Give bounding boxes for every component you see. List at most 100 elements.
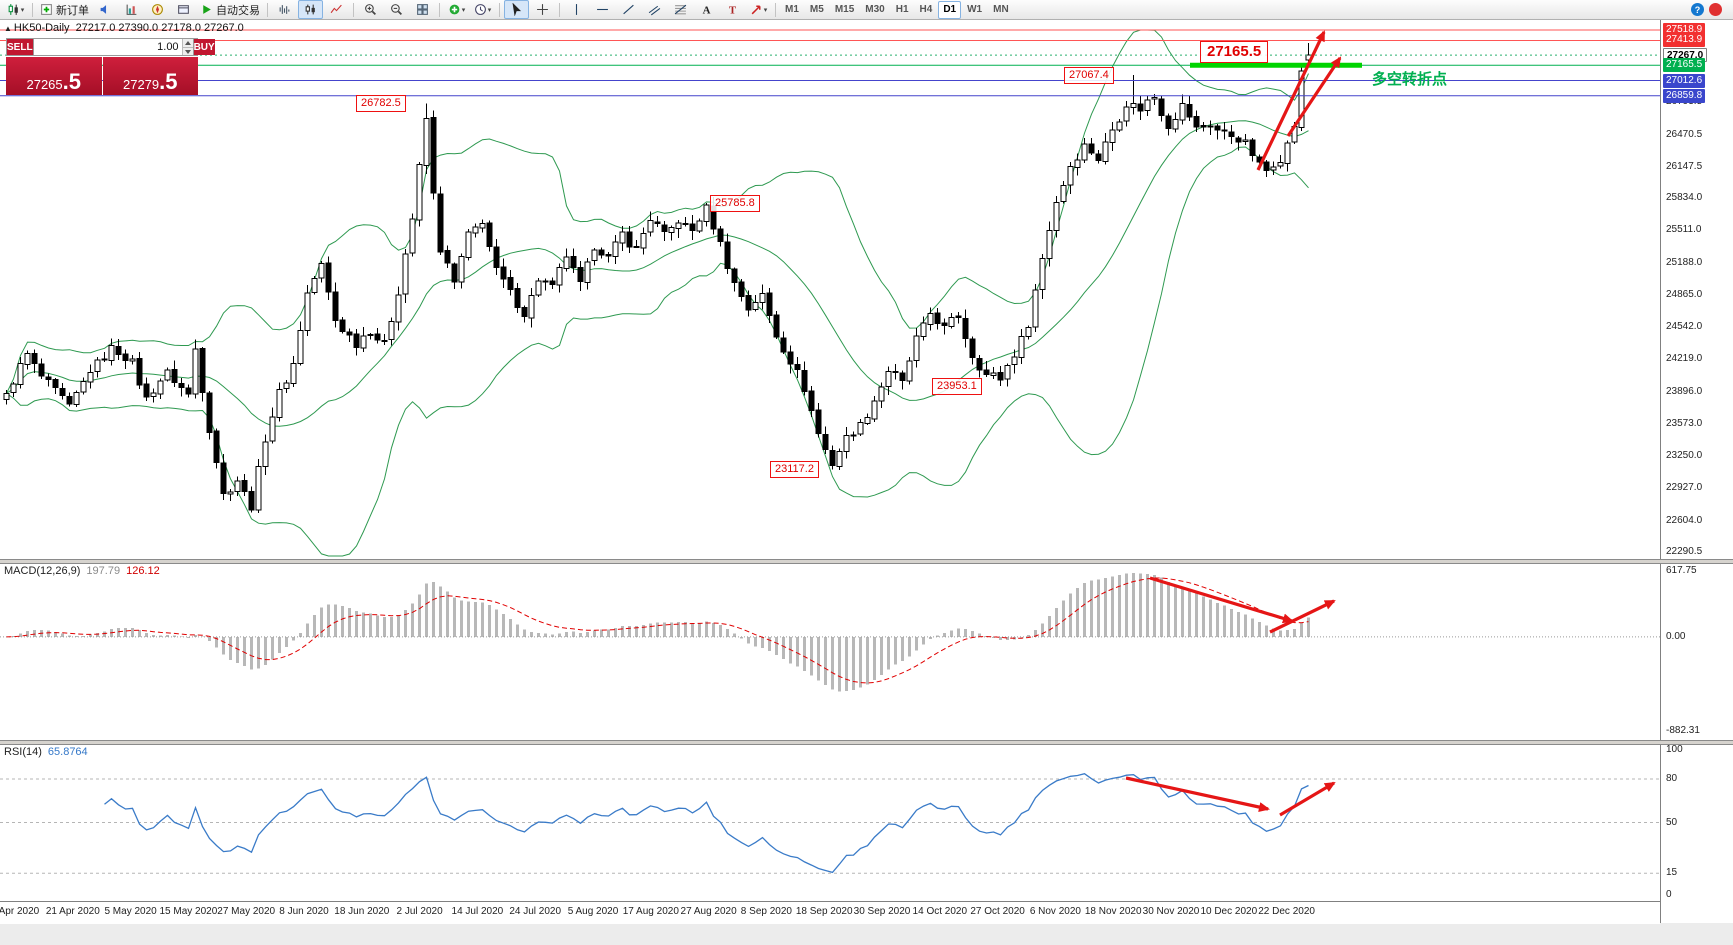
trend-arrow[interactable] bbox=[1256, 30, 1326, 171]
arrows-icon[interactable]: ▾ bbox=[746, 0, 771, 19]
trend-arrow[interactable] bbox=[1125, 776, 1270, 812]
buy-tab[interactable]: BUY bbox=[193, 39, 215, 55]
time-tick: 5 May 2020 bbox=[104, 906, 157, 917]
periods-icon[interactable]: ▾ bbox=[470, 0, 495, 19]
candle-chart-icon[interactable] bbox=[298, 0, 323, 19]
toolbar-items: ▾ 新订单 自动交易 ▾ ▾ A T ▾ M1 M5 M15 M30 H1 H4 D1 W1 MN bbox=[3, 0, 1014, 19]
timeframe-h4[interactable]: H4 bbox=[919, 4, 933, 15]
sell-price-frac: .5 bbox=[62, 69, 81, 94]
time-tick: 17 Aug 2020 bbox=[622, 906, 679, 917]
price-axis[interactable]: 26793.526470.526147.525834.025511.025188… bbox=[1660, 20, 1733, 923]
pane-separator[interactable] bbox=[0, 740, 1733, 745]
alerts-icon[interactable] bbox=[93, 0, 118, 19]
rsi-label: RSI(14) 65.8764 bbox=[4, 746, 88, 758]
bollinger-bands bbox=[6, 29, 1309, 557]
price-tag: 26859.8 bbox=[1663, 88, 1706, 103]
time-tick: 30 Nov 2020 bbox=[1142, 906, 1200, 917]
buy-button[interactable]: 27279.5 bbox=[102, 57, 198, 95]
svg-text:A: A bbox=[703, 4, 711, 16]
fibonacci-icon[interactable] bbox=[668, 0, 693, 19]
axis-tick: 23573.0 bbox=[1666, 417, 1703, 429]
one-click-trading-panel: SELL BUY 27265.5 27279.5 bbox=[6, 38, 215, 95]
rsi-line bbox=[104, 772, 1309, 874]
toolbar-button-label: 新订单 bbox=[56, 4, 89, 17]
axis-tick: 80 bbox=[1666, 773, 1678, 784]
timeframe-h1[interactable]: H1 bbox=[895, 4, 909, 15]
axis-tick: 26470.5 bbox=[1666, 128, 1703, 140]
chevron-down-icon: ▾ bbox=[20, 6, 25, 14]
bar-chart-icon[interactable] bbox=[272, 0, 297, 19]
navigator-icon[interactable] bbox=[145, 0, 170, 19]
horizontal-line-icon[interactable] bbox=[590, 0, 615, 19]
tile-windows-icon[interactable] bbox=[410, 0, 435, 19]
market-watch-icon[interactable] bbox=[119, 0, 144, 19]
axis-tick: 50 bbox=[1666, 816, 1678, 828]
indicators-icon[interactable]: ▾ bbox=[444, 0, 469, 19]
sell-button[interactable]: 27265.5 bbox=[6, 57, 102, 95]
trend-arrow[interactable] bbox=[1279, 781, 1336, 817]
chart-window[interactable]: ▲ HK50-Daily 27217.0 27390.0 27178.0 27267… bbox=[0, 20, 1660, 924]
axis-tick: -882.31 bbox=[1666, 725, 1700, 736]
rsi-value: 65.8764 bbox=[47, 746, 88, 758]
macd-histogram bbox=[12, 572, 1310, 692]
chevron-down-icon: ▾ bbox=[487, 6, 492, 14]
pane-separator[interactable] bbox=[0, 559, 1733, 564]
toolbar-button-label: 自动交易 bbox=[216, 4, 260, 17]
time-tick: 18 Jun 2020 bbox=[334, 906, 390, 917]
toolbar-separator bbox=[499, 2, 500, 17]
terminal-icon[interactable] bbox=[171, 0, 196, 19]
crosshair-icon[interactable] bbox=[530, 0, 555, 19]
sell-price-main: 27265 bbox=[26, 77, 63, 92]
timeframe-w1[interactable]: W1 bbox=[967, 4, 983, 15]
buy-price-frac: .5 bbox=[159, 69, 178, 94]
axis-tick: 617.75 bbox=[1666, 565, 1697, 576]
chevron-down-icon: ▾ bbox=[461, 6, 466, 14]
sell-tab[interactable]: SELL bbox=[7, 39, 33, 55]
autotrading-button[interactable]: 自动交易 bbox=[197, 0, 263, 19]
time-tick: 21 Apr 2020 bbox=[45, 906, 100, 917]
toolbar-separator bbox=[267, 2, 268, 17]
axis-tick: 100 bbox=[1666, 744, 1683, 755]
toolbar-separator bbox=[775, 2, 776, 17]
axis-tick: 24219.0 bbox=[1666, 353, 1703, 365]
time-tick: 6 Nov 2020 bbox=[1029, 906, 1081, 917]
channel-icon[interactable] bbox=[642, 0, 667, 19]
timeframe-m5[interactable]: M5 bbox=[809, 4, 824, 15]
timeframe-mn[interactable]: MN bbox=[993, 4, 1009, 15]
chart-canvas[interactable] bbox=[0, 20, 1660, 923]
price-tag: 27012.6 bbox=[1663, 73, 1706, 88]
one-click-top-row: SELL BUY bbox=[6, 38, 215, 56]
trend-arrow[interactable] bbox=[1286, 56, 1342, 137]
symbol-expand-icon[interactable]: ▲ bbox=[4, 24, 12, 33]
timeframe-d1[interactable]: D1 bbox=[938, 0, 962, 19]
trend-arrow[interactable] bbox=[1149, 576, 1294, 624]
time-tick: 22 Dec 2020 bbox=[1258, 906, 1315, 917]
new-chart-icon[interactable]: ▾ bbox=[3, 0, 28, 19]
zoom-in-icon[interactable] bbox=[358, 0, 383, 19]
label-icon[interactable]: T bbox=[720, 0, 745, 19]
axis-tick: 25188.0 bbox=[1666, 256, 1703, 268]
timeframe-m1[interactable]: M1 bbox=[785, 4, 799, 15]
axis-tick: 23896.0 bbox=[1666, 385, 1703, 397]
zoom-out-icon[interactable] bbox=[384, 0, 409, 19]
axis-tick: 25834.0 bbox=[1666, 192, 1703, 204]
time-tick: 15 May 2020 bbox=[159, 906, 218, 917]
volume-down-icon[interactable] bbox=[182, 47, 193, 55]
time-tick: 5 Aug 2020 bbox=[567, 906, 619, 917]
timeframe-m30[interactable]: M30 bbox=[865, 4, 885, 15]
timeframe-m15[interactable]: M15 bbox=[834, 4, 855, 15]
cursor-icon[interactable] bbox=[504, 0, 529, 19]
line-chart-icon[interactable] bbox=[324, 0, 349, 19]
trend-arrow[interactable] bbox=[1269, 599, 1336, 634]
axis-tick: 23250.0 bbox=[1666, 450, 1703, 462]
text-icon[interactable]: A bbox=[694, 0, 719, 19]
community-icon[interactable]: ? bbox=[1691, 3, 1704, 16]
vertical-line-icon[interactable] bbox=[564, 0, 589, 19]
volume-input[interactable] bbox=[33, 39, 182, 55]
trendline-icon[interactable] bbox=[616, 0, 641, 19]
notification-icon[interactable] bbox=[1709, 3, 1722, 16]
new-order-button[interactable]: 新订单 bbox=[37, 0, 92, 19]
volume-up-icon[interactable] bbox=[182, 39, 193, 48]
axis-tick: 15 bbox=[1666, 867, 1678, 879]
